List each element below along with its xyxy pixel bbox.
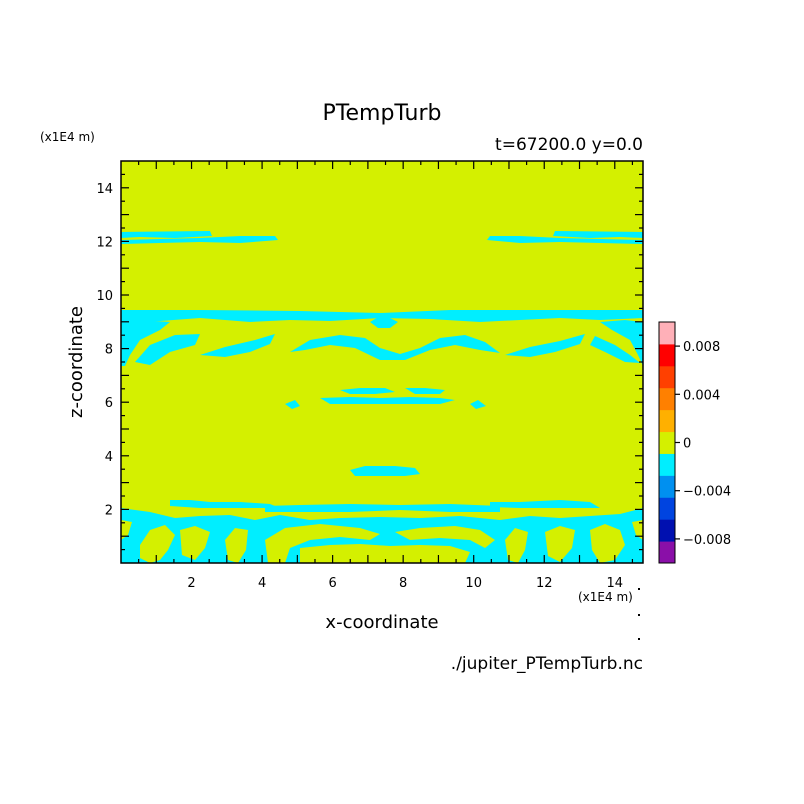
- colorbar-tick-label: 0: [683, 437, 691, 452]
- x-tick-label: 12: [536, 576, 553, 591]
- band-z9: [121, 310, 643, 322]
- y-tick-label: 12: [96, 235, 113, 250]
- y-axis-label: z-coordinate: [66, 306, 87, 418]
- colorbar-swatch: [659, 519, 675, 542]
- y-unit-label: (x1E4 m): [40, 130, 95, 144]
- band-z12-left: [121, 231, 212, 238]
- lower-layer-holes: [121, 520, 643, 563]
- colorbar-swatch: [659, 387, 675, 411]
- colorbar-swatch: [659, 453, 675, 476]
- y-tick-label: 8: [105, 343, 113, 358]
- blob-z6-4: [285, 400, 300, 409]
- colorbar-swatch: [659, 475, 675, 498]
- colorbar-tick-label: 0.004: [683, 388, 720, 403]
- y-tick-label: 6: [105, 396, 113, 411]
- chart-subtitle: t=67200.0 y=0.0: [495, 135, 643, 155]
- y-tick-label: 10: [96, 289, 113, 304]
- x-tick-label: 2: [187, 576, 195, 591]
- axis-marker-dots: [638, 588, 640, 640]
- colorbar-tick-label: −0.004: [683, 485, 731, 500]
- colorbar-tick-label: −0.008: [683, 533, 731, 548]
- colorbar-swatch: [659, 431, 675, 454]
- band-z8-left-arc: [121, 320, 170, 366]
- negative-anomaly-regions: [121, 231, 643, 563]
- x-tick-label: 4: [258, 576, 266, 591]
- colorbar-swatch: [659, 322, 675, 345]
- band-z12-right: [553, 231, 643, 238]
- y-tick-label: 14: [96, 182, 113, 197]
- blob-z3: [350, 466, 420, 476]
- blob-z6-3: [320, 397, 455, 404]
- y-tick-label: 2: [105, 503, 113, 518]
- x-axis-label: x-coordinate: [325, 612, 438, 633]
- band-z12-left2: [121, 236, 278, 244]
- blob-z6-1: [340, 388, 395, 394]
- band-z2: [265, 504, 500, 512]
- colorbar-swatch: [659, 541, 675, 564]
- band-z2-thin: [170, 500, 280, 508]
- blob-z8-center: [290, 335, 500, 360]
- band-z8-right-arc: [600, 320, 643, 366]
- colorbar-tick-label: 0.008: [683, 340, 720, 355]
- blob-z8-left-2: [200, 334, 275, 357]
- band-z2-thin-r: [490, 500, 600, 508]
- colorbar-swatch: [659, 343, 675, 367]
- file-footer: ./jupiter_PTempTurb.nc: [451, 654, 643, 674]
- blob-z6-2: [405, 388, 445, 394]
- chart-title: PTempTurb: [323, 101, 442, 126]
- x-tick-label: 10: [465, 576, 482, 591]
- colorbar-swatch: [659, 409, 675, 433]
- x-tick-label: 14: [607, 576, 624, 591]
- colorbar-swatch: [659, 497, 675, 520]
- blob-z8-left-1: [135, 334, 200, 365]
- blob-z6-5: [470, 400, 486, 409]
- x-axis: 2 4 6 8 10 12 14: [138, 161, 634, 591]
- x-tick-label: 8: [399, 576, 407, 591]
- colorbar-swatch: [659, 365, 675, 389]
- y-tick-label: 4: [105, 450, 113, 465]
- colorbar: 0.008 0.004 0 −0.004 −0.008: [658, 321, 731, 564]
- band-z12-right2: [487, 236, 643, 244]
- blob-z8-right-2: [505, 334, 585, 357]
- x-tick-label: 6: [328, 576, 336, 591]
- y-axis: 2 4 6 8 10 12 14: [96, 173, 643, 551]
- blob-z9-center: [370, 316, 398, 328]
- field-background: [121, 161, 643, 563]
- x-unit-label: (x1E4 m): [578, 590, 633, 604]
- blob-z8-right-1: [590, 336, 640, 363]
